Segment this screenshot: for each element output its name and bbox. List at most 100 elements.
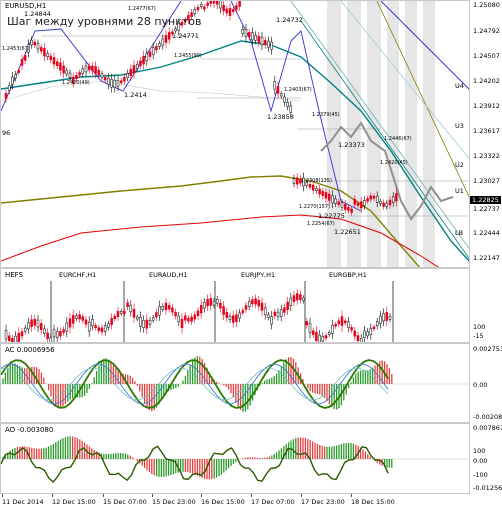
price-candle bbox=[75, 75, 78, 79]
price-chart-pane[interactable]: EURUSD,H1 Шаг между уровнями 28 пунктов … bbox=[0, 0, 470, 268]
zigzag-line bbox=[1, 1, 182, 112]
hefs-candle bbox=[167, 305, 171, 310]
ac-oscillator-pane[interactable]: AC 0.0006956 bbox=[0, 343, 470, 423]
price-candle bbox=[100, 73, 104, 78]
price-candle bbox=[46, 53, 49, 57]
hefs-candle bbox=[187, 317, 190, 322]
price-candle bbox=[129, 68, 133, 76]
hefs-candle bbox=[334, 323, 337, 327]
hefs-candle bbox=[97, 327, 101, 332]
hefs-candle bbox=[388, 315, 392, 320]
hefs-indicator-pane[interactable]: HEFS EURCHF,H1 EURAUD,H1 EURJPY,H1 EURGB… bbox=[0, 268, 470, 343]
price-candle bbox=[151, 47, 155, 55]
current-price-badge: 1.22825 bbox=[470, 196, 501, 204]
chart-symbol-title: EURUSD,H1 bbox=[5, 2, 47, 10]
price-candle bbox=[334, 198, 337, 204]
price-annotation: 1.2379(45) bbox=[312, 112, 340, 118]
hefs-candle bbox=[305, 321, 309, 326]
hefs-candle bbox=[161, 306, 165, 310]
level-label-u1: U1 bbox=[455, 187, 464, 195]
hefs-candle bbox=[347, 321, 350, 328]
hefs-candle bbox=[171, 307, 174, 313]
hefs-symbol-label: EURAUD,H1 bbox=[149, 271, 188, 279]
hefs-candle bbox=[43, 328, 46, 334]
price-candle bbox=[254, 35, 257, 41]
price-annotation: 1.2420(45) bbox=[380, 160, 408, 166]
price-candle bbox=[356, 203, 360, 206]
hefs-candle bbox=[375, 321, 379, 326]
ao-oscillator-pane[interactable]: AO -0.003080 bbox=[0, 423, 470, 494]
price-annotation: 1.2403(67) bbox=[284, 87, 312, 93]
channel-line bbox=[290, 1, 469, 249]
hefs-candle bbox=[222, 306, 225, 315]
hefs-candle bbox=[356, 335, 360, 342]
price-annotation: 1.22651 bbox=[334, 228, 361, 236]
hefs-candle bbox=[254, 298, 257, 305]
price-annotation: 1.2254(67) bbox=[307, 221, 335, 227]
hefs-candle bbox=[23, 327, 27, 332]
price-candle bbox=[33, 41, 37, 46]
hefs-candle bbox=[94, 325, 97, 329]
time-tick: 16 Dec 15:00 bbox=[201, 498, 245, 506]
price-candle bbox=[244, 29, 248, 37]
envelope-line bbox=[1, 80, 302, 102]
price-candle bbox=[103, 76, 107, 81]
price-candle bbox=[155, 46, 158, 51]
price-annotation: 1.2270(157) bbox=[299, 204, 330, 210]
hefs-candle bbox=[353, 330, 357, 337]
forecast-line bbox=[320, 121, 454, 221]
price-annotation: 1.24844 bbox=[24, 10, 51, 18]
price-candle bbox=[241, 29, 245, 34]
hefs-candle bbox=[87, 321, 91, 332]
hefs-candle bbox=[289, 297, 293, 306]
hefs-candle bbox=[132, 308, 136, 318]
ac-scale-tick: -0.002083 bbox=[473, 413, 502, 421]
hefs-candle bbox=[238, 312, 241, 319]
hefs-candle bbox=[270, 316, 273, 325]
session-band bbox=[327, 1, 341, 267]
price-candle bbox=[292, 178, 296, 184]
price-candle bbox=[43, 47, 46, 57]
price-candle bbox=[161, 38, 165, 46]
hefs-candle bbox=[247, 301, 251, 307]
ma-olive-line bbox=[1, 175, 421, 267]
hefs-candle bbox=[363, 330, 366, 338]
level-label-u3: U3 bbox=[455, 122, 464, 130]
hefs-candle bbox=[295, 293, 299, 301]
price-candle bbox=[196, 6, 200, 11]
hefs-candle bbox=[235, 314, 238, 323]
hefs-candle bbox=[148, 319, 152, 325]
ma-red-line bbox=[1, 214, 439, 267]
price-candle bbox=[190, 12, 193, 17]
hefs-candle bbox=[302, 297, 305, 301]
price-candle bbox=[379, 201, 382, 204]
hefs-candle bbox=[113, 315, 117, 319]
price-candle bbox=[372, 195, 376, 199]
time-axis[interactable]: 11 Dec 2014 12 Dec 15:00 15 Dec 07:00 15… bbox=[0, 494, 470, 510]
time-tick: 15 Dec 07:00 bbox=[103, 498, 147, 506]
price-tick: 1.23617 bbox=[473, 127, 500, 135]
price-tick: 1.23322 bbox=[473, 152, 500, 160]
price-scale[interactable]: 1.25080 1.24792 1.24507 1.24202 1.23912 … bbox=[470, 0, 502, 268]
price-tick: 1.24792 bbox=[473, 27, 500, 35]
price-candle bbox=[321, 191, 325, 196]
price-candle bbox=[385, 202, 389, 207]
hefs-candle bbox=[286, 301, 289, 310]
price-tick: 1.24202 bbox=[473, 77, 500, 85]
hefs-candle bbox=[215, 299, 219, 304]
hefs-candle bbox=[318, 334, 321, 342]
price-candle bbox=[142, 56, 145, 65]
price-candle bbox=[238, 1, 241, 7]
price-candle bbox=[158, 43, 161, 47]
price-chart-canvas bbox=[1, 1, 469, 267]
price-candle bbox=[164, 35, 168, 43]
session-band bbox=[405, 1, 417, 267]
price-annotation: 1.2420(49) bbox=[62, 80, 90, 86]
price-candle bbox=[116, 80, 120, 87]
hefs-candle bbox=[263, 307, 267, 316]
hefs-title: HEFS bbox=[5, 271, 24, 279]
price-candle bbox=[302, 177, 305, 187]
price-tick: 1.24507 bbox=[473, 52, 500, 60]
price-candle bbox=[4, 93, 8, 99]
price-annotation: 1.2455(90) bbox=[174, 53, 202, 59]
